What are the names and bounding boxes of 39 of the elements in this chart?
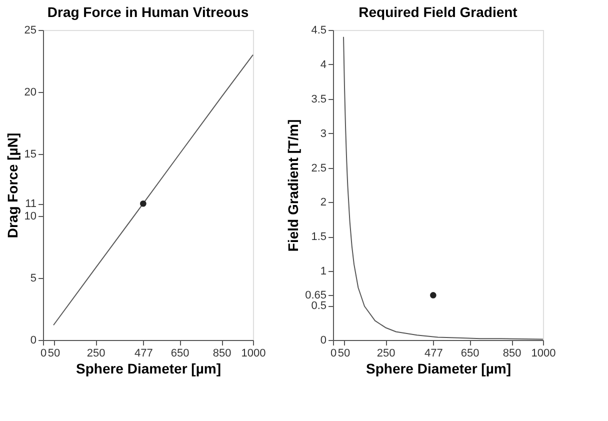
x-tick-label: 477 <box>134 348 153 360</box>
y-tick-label: 4 <box>320 58 326 71</box>
y-axis-title: Field Gradient [T/m] <box>285 119 302 252</box>
y-tick-label: 20 <box>24 86 36 98</box>
x-tick-label: 0 <box>40 348 47 360</box>
y-tick-label: 15 <box>24 148 36 160</box>
y-tick-label: 0 <box>30 334 36 346</box>
x-tick-label: 0 <box>330 348 337 360</box>
y-tick-label: 1 <box>320 266 326 278</box>
y-tick-label: 0.5 <box>311 300 326 312</box>
y-tick-label: 2 <box>320 196 326 209</box>
y-tick-label: 5 <box>30 272 36 284</box>
y-tick-label: 0.65 <box>305 290 326 302</box>
y-tick-label: 4.5 <box>311 24 326 36</box>
y-tick-label: 2.5 <box>311 162 326 174</box>
x-tick-label: 250 <box>86 348 106 360</box>
x-tick-label: 850 <box>502 348 522 360</box>
x-tick-label: 850 <box>212 348 232 360</box>
y-tick-label: 0 <box>320 334 326 346</box>
x-tick-label: 250 <box>376 348 396 360</box>
y-tick-label: 10 <box>24 210 36 222</box>
chart-title: Drag Force in Human Vitreous <box>47 4 249 20</box>
y-tick-label: 3.5 <box>311 93 326 106</box>
x-tick-label: 1000 <box>241 348 266 360</box>
x-tick-label: 50 <box>338 348 350 360</box>
y-axis-title: Drag Force [µN] <box>4 132 20 238</box>
chart-title: Required Field Gradient <box>358 4 518 20</box>
y-tick-label: 3 <box>320 128 326 140</box>
x-tick-label: 650 <box>170 348 190 360</box>
y-tick-label: 11 <box>25 198 36 210</box>
y-tick-label: 25 <box>24 24 36 36</box>
x-tick-label: 1000 <box>531 348 556 360</box>
x-tick-label: 477 <box>424 348 443 360</box>
y-tick-label: 1.5 <box>311 231 326 244</box>
x-tick-label: 50 <box>48 348 60 360</box>
x-axis-title: Sphere Diameter [µm] <box>366 360 511 376</box>
x-axis-title: Sphere Diameter [µm] <box>76 360 221 376</box>
x-tick-label: 650 <box>460 348 480 360</box>
line-series <box>53 54 254 326</box>
